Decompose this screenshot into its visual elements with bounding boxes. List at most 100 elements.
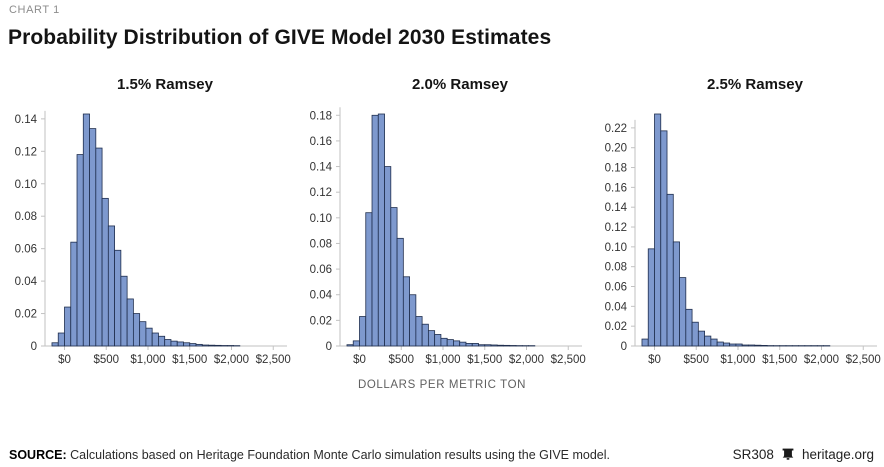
histogram-bar — [735, 343, 743, 347]
chart-panel-2-5-ramsey: 2.5% Ramsey 0 0.02 0.04 0.06 0.08 0.10 0.12 0.14… — [590, 76, 884, 385]
histogram-bar — [691, 321, 699, 347]
histogram-bar — [490, 344, 498, 347]
histogram-bar — [377, 113, 385, 347]
liberty-bell-icon — [782, 448, 794, 460]
x-tick-label: $1,500 — [172, 354, 207, 366]
y-tick-label: 0 — [326, 341, 332, 353]
histogram-bar — [51, 342, 59, 347]
y-tick-label: 0.16 — [605, 182, 627, 194]
histogram-bar — [107, 225, 116, 347]
y-tick-label: 0.14 — [310, 162, 333, 174]
histogram-bar — [729, 343, 737, 347]
histogram-bar — [496, 344, 504, 347]
y-tick-label: 0.02 — [310, 315, 332, 327]
y-tick-label: 0.08 — [15, 211, 37, 223]
histogram-bar — [741, 344, 749, 347]
histogram-bar — [164, 339, 172, 347]
histogram-bar — [722, 342, 731, 347]
footer-brand: SR308 heritage.org — [733, 447, 874, 462]
y-tick-label: 0.18 — [310, 110, 332, 122]
histogram-bar — [672, 241, 680, 347]
x-tick-label: $0 — [353, 354, 366, 366]
y-tick-label: 0.06 — [310, 264, 332, 276]
histogram-bar — [101, 197, 109, 347]
x-tick-label: $0 — [58, 354, 71, 366]
y-tick-label: 0.08 — [310, 238, 332, 250]
histogram-bar — [459, 341, 467, 347]
chart-panel-1-5-ramsey: 1.5% Ramsey 0 0.02 0.04 0.06 0.08 0.10 0.12 0.14… — [0, 76, 295, 385]
y-tick-label: 0.06 — [605, 282, 627, 294]
histogram-bar — [509, 345, 517, 347]
histogram-bar — [139, 321, 147, 347]
histogram-bar — [89, 128, 97, 347]
histogram-bar — [114, 249, 122, 347]
histogram-bar — [189, 343, 197, 347]
histogram-bar — [465, 343, 473, 347]
histogram-bar — [409, 294, 417, 347]
x-tick-label: $2,000 — [804, 354, 839, 366]
x-tick-label: $2,000 — [214, 354, 249, 366]
x-axis-label: DOLLARS PER METRIC TON — [357, 379, 527, 391]
x-tick-label: $1,000 — [425, 354, 460, 366]
histogram-bar — [145, 327, 153, 347]
histogram-bar — [484, 344, 492, 347]
histogram-bar — [679, 277, 687, 347]
y-tick-label: 0.04 — [310, 290, 333, 302]
histogram-bar — [641, 338, 649, 347]
histogram-bar — [710, 338, 718, 347]
chart-kicker: CHART 1 — [9, 4, 60, 16]
histogram-bar — [70, 241, 78, 347]
histogram-bar — [76, 154, 84, 347]
chart-title: 2.5% Ramsey — [707, 76, 803, 93]
histogram-bar — [346, 344, 354, 347]
footer: SOURCE: Calculations based on Heritage F… — [9, 447, 874, 462]
histogram-bar — [176, 341, 184, 347]
histogram-bar — [446, 339, 454, 347]
charts-row: 1.5% Ramsey 0 0.02 0.04 0.06 0.08 0.10 0.12 0.14… — [0, 76, 884, 385]
histogram-bar — [64, 306, 72, 347]
x-tick-label: $2,500 — [846, 354, 881, 366]
histogram-bar — [352, 340, 360, 347]
chart-panel-2-0-ramsey: 2.0% Ramsey 0 0.02 0.04 0.06 0.08 0.10 0.12 0.14… — [295, 76, 590, 385]
histogram-bar — [697, 330, 706, 347]
y-tick-label: 0.20 — [605, 143, 627, 155]
histogram-bar — [390, 207, 398, 347]
histogram-bar — [421, 323, 429, 347]
site-link: heritage.org — [801, 447, 874, 462]
y-tick-label: 0.04 — [605, 301, 628, 313]
x-tick-label: $2,000 — [509, 354, 544, 366]
histogram-bar — [685, 308, 693, 347]
histogram-bar — [478, 344, 486, 347]
histogram-plot: 0 0.02 0.04 0.06 0.08 0.10 0.12 0.14 $0 $500 $1,00… — [15, 110, 291, 366]
histogram-bar — [503, 344, 511, 347]
y-tick-label: 0.12 — [15, 146, 37, 158]
histogram-bar — [132, 313, 141, 347]
y-tick-label: 0 — [31, 341, 37, 353]
y-tick-label: 0.02 — [15, 309, 37, 321]
x-tick-label: $0 — [648, 354, 661, 366]
y-tick-label: 0.12 — [310, 187, 332, 199]
histogram-bar — [208, 344, 216, 347]
y-tick-label: 0.14 — [605, 202, 628, 214]
x-tick-label: $1,500 — [762, 354, 797, 366]
doc-id: SR308 — [732, 447, 774, 462]
histogram-bar — [453, 340, 461, 347]
source-note: SOURCE: Calculations based on Heritage F… — [9, 448, 610, 462]
y-tick-label: 0.08 — [605, 262, 627, 274]
x-tick-label: $500 — [388, 354, 414, 366]
source-label: SOURCE: — [9, 448, 67, 462]
histogram-bar — [183, 342, 191, 347]
x-tick-label: $500 — [93, 354, 119, 366]
y-tick-label: 0.16 — [310, 136, 332, 148]
x-tick-label: $500 — [683, 354, 709, 366]
histogram-bar — [120, 275, 128, 347]
histogram-bar — [415, 316, 423, 347]
histogram-bar — [359, 316, 367, 347]
y-tick-label: 0.22 — [605, 123, 627, 135]
x-tick-label: $2,500 — [256, 354, 291, 366]
y-tick-label: 0.02 — [605, 321, 627, 333]
histogram-bar — [158, 335, 166, 347]
histogram-bar — [195, 343, 203, 347]
histogram-bar — [126, 298, 134, 347]
